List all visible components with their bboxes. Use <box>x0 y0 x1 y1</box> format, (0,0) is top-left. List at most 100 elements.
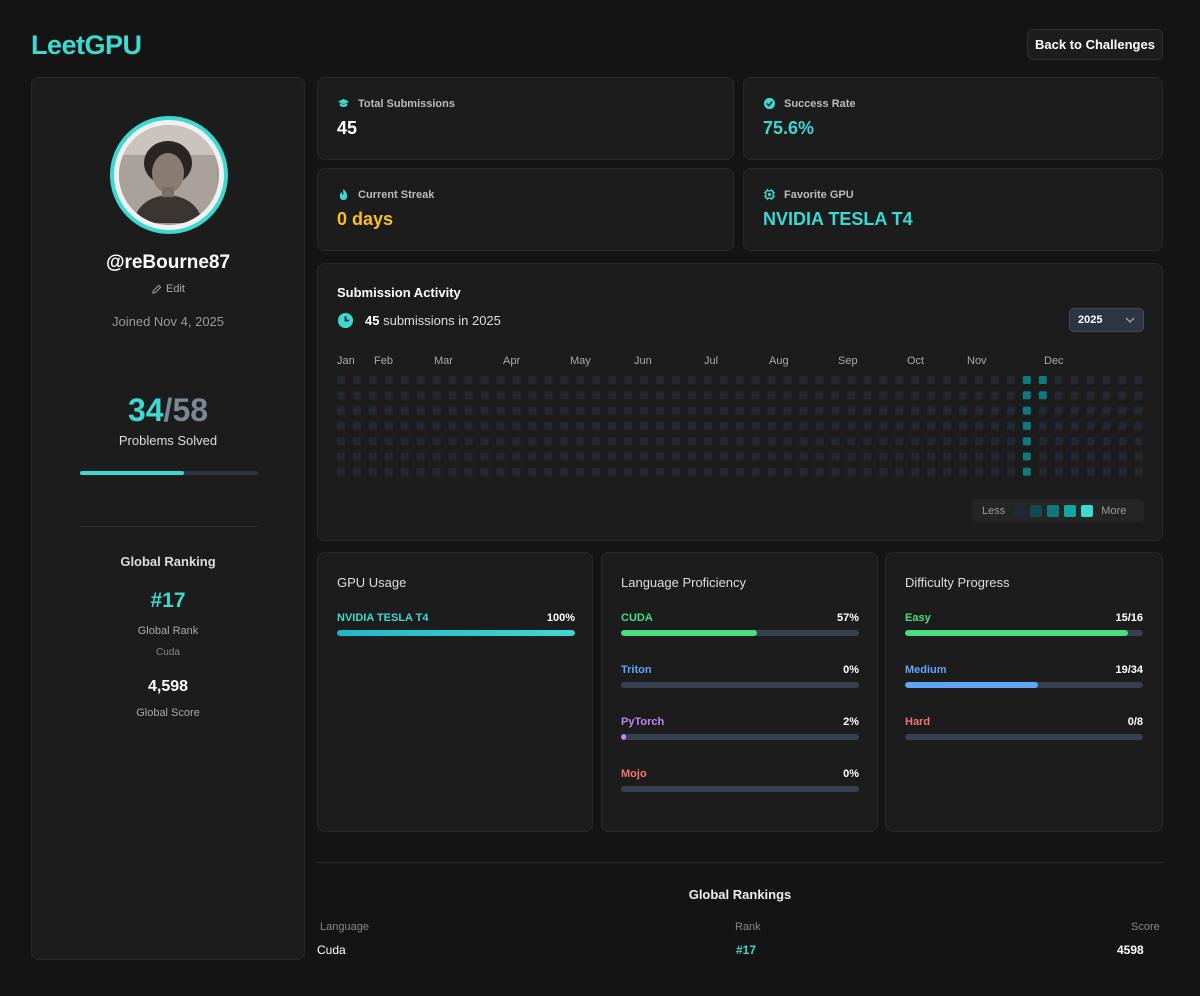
heatmap-day-cell[interactable] <box>512 437 521 446</box>
heatmap-day-cell[interactable] <box>1038 421 1047 430</box>
heatmap-day-cell[interactable] <box>640 376 649 384</box>
heatmap-day-cell[interactable] <box>671 437 680 446</box>
heatmap-day-cell[interactable] <box>943 467 952 476</box>
heatmap-day-cell[interactable] <box>512 452 521 461</box>
heatmap-day-cell[interactable] <box>592 376 601 384</box>
heatmap-day-cell[interactable] <box>416 452 425 461</box>
heatmap-day-cell[interactable] <box>959 376 968 384</box>
heatmap-day-cell[interactable] <box>671 391 680 400</box>
heatmap-day-cell[interactable] <box>831 376 840 384</box>
heatmap-day-cell[interactable] <box>990 437 999 446</box>
heatmap-day-cell[interactable] <box>528 452 537 461</box>
heatmap-day-cell[interactable] <box>624 376 633 384</box>
heatmap-day-cell[interactable] <box>560 437 569 446</box>
heatmap-day-cell[interactable] <box>1118 467 1127 476</box>
heatmap-day-cell[interactable] <box>337 421 345 430</box>
heatmap-day-cell[interactable] <box>1086 406 1095 415</box>
heatmap-day-cell[interactable] <box>528 406 537 415</box>
heatmap-day-cell[interactable] <box>1102 437 1111 446</box>
heatmap-day-cell[interactable] <box>448 376 457 384</box>
heatmap-day-cell[interactable] <box>1118 391 1127 400</box>
heatmap-day-cell[interactable] <box>384 406 393 415</box>
heatmap-day-cell[interactable] <box>911 376 920 384</box>
heatmap-day-cell[interactable] <box>863 452 872 461</box>
heatmap-day-cell[interactable] <box>847 467 856 476</box>
back-to-challenges-button[interactable]: Back to Challenges <box>1027 29 1163 60</box>
heatmap-day-cell[interactable] <box>384 467 393 476</box>
heatmap-day-cell[interactable] <box>576 421 585 430</box>
heatmap-day-cell[interactable] <box>496 452 505 461</box>
heatmap-day-cell[interactable] <box>416 421 425 430</box>
heatmap-day-cell[interactable] <box>352 437 361 446</box>
heatmap-day-cell[interactable] <box>560 406 569 415</box>
heatmap-day-cell[interactable] <box>1118 406 1127 415</box>
heatmap-day-cell[interactable] <box>1134 376 1143 384</box>
heatmap-day-cell[interactable] <box>608 467 617 476</box>
heatmap-day-cell[interactable] <box>879 467 888 476</box>
heatmap-day-cell[interactable] <box>703 391 712 400</box>
heatmap-day-cell[interactable] <box>496 421 505 430</box>
heatmap-day-cell[interactable] <box>815 452 824 461</box>
heatmap-day-cell[interactable] <box>624 406 633 415</box>
heatmap-day-cell[interactable] <box>400 376 409 384</box>
heatmap-day-cell[interactable] <box>671 406 680 415</box>
heatmap-day-cell[interactable] <box>560 376 569 384</box>
heatmap-day-cell[interactable] <box>656 376 664 384</box>
heatmap-day-cell[interactable] <box>1134 406 1143 415</box>
heatmap-day-cell[interactable] <box>959 421 968 430</box>
heatmap-day-cell[interactable] <box>959 391 968 400</box>
heatmap-day-cell[interactable] <box>608 391 617 400</box>
heatmap-day-cell[interactable] <box>863 421 872 430</box>
heatmap-day-cell[interactable] <box>592 421 601 430</box>
heatmap-day-cell[interactable] <box>448 467 457 476</box>
heatmap-day-cell[interactable] <box>1054 406 1063 415</box>
heatmap-day-cell[interactable] <box>990 406 999 415</box>
heatmap-day-cell[interactable] <box>1022 452 1031 461</box>
heatmap-day-cell[interactable] <box>975 467 983 476</box>
heatmap-day-cell[interactable] <box>783 391 792 400</box>
heatmap-day-cell[interactable] <box>751 437 760 446</box>
heatmap-day-cell[interactable] <box>640 452 649 461</box>
heatmap-day-cell[interactable] <box>927 391 936 400</box>
heatmap-day-cell[interactable] <box>368 437 377 446</box>
heatmap-day-cell[interactable] <box>1006 467 1015 476</box>
heatmap-day-cell[interactable] <box>799 421 808 430</box>
heatmap-day-cell[interactable] <box>879 391 888 400</box>
heatmap-day-cell[interactable] <box>895 376 904 384</box>
heatmap-day-cell[interactable] <box>480 406 489 415</box>
heatmap-day-cell[interactable] <box>815 421 824 430</box>
heatmap-day-cell[interactable] <box>863 406 872 415</box>
heatmap-day-cell[interactable] <box>560 452 569 461</box>
heatmap-day-cell[interactable] <box>943 452 952 461</box>
heatmap-day-cell[interactable] <box>560 421 569 430</box>
year-select[interactable]: 2025 <box>1069 308 1144 332</box>
edit-profile-button[interactable]: Edit <box>32 283 304 295</box>
heatmap-day-cell[interactable] <box>799 467 808 476</box>
heatmap-day-cell[interactable] <box>895 452 904 461</box>
heatmap-day-cell[interactable] <box>1022 437 1031 446</box>
heatmap-day-cell[interactable] <box>528 391 537 400</box>
heatmap-day-cell[interactable] <box>1070 421 1079 430</box>
heatmap-day-cell[interactable] <box>799 437 808 446</box>
heatmap-day-cell[interactable] <box>416 406 425 415</box>
heatmap-day-cell[interactable] <box>815 406 824 415</box>
heatmap-day-cell[interactable] <box>432 437 441 446</box>
heatmap-day-cell[interactable] <box>1006 437 1015 446</box>
heatmap-day-cell[interactable] <box>831 406 840 415</box>
heatmap-day-cell[interactable] <box>751 391 760 400</box>
heatmap-day-cell[interactable] <box>895 467 904 476</box>
heatmap-day-cell[interactable] <box>799 376 808 384</box>
heatmap-day-cell[interactable] <box>1006 376 1015 384</box>
heatmap-day-cell[interactable] <box>911 406 920 415</box>
heatmap-day-cell[interactable] <box>352 406 361 415</box>
heatmap-day-cell[interactable] <box>576 452 585 461</box>
heatmap-day-cell[interactable] <box>895 406 904 415</box>
heatmap-day-cell[interactable] <box>592 406 601 415</box>
heatmap-day-cell[interactable] <box>703 406 712 415</box>
heatmap-day-cell[interactable] <box>544 437 553 446</box>
heatmap-day-cell[interactable] <box>416 437 425 446</box>
heatmap-day-cell[interactable] <box>767 406 776 415</box>
heatmap-day-cell[interactable] <box>1118 421 1127 430</box>
heatmap-day-cell[interactable] <box>975 376 983 384</box>
heatmap-day-cell[interactable] <box>1086 391 1095 400</box>
